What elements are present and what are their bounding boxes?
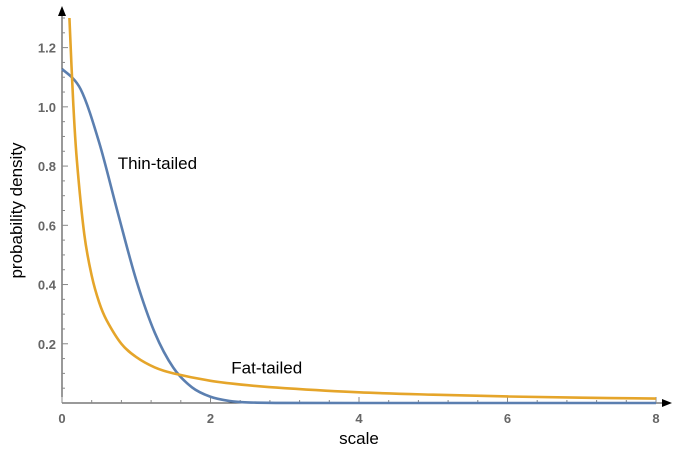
x-tick-label: 4 [355, 411, 363, 426]
x-axis-title: scale [339, 429, 379, 448]
x-tick-label: 8 [652, 411, 659, 426]
y-tick-label: 1.0 [38, 100, 56, 115]
thin-tailed-label: Thin-tailed [118, 154, 197, 173]
y-axis-title: probability density [7, 142, 26, 279]
x-tick-label: 2 [207, 411, 214, 426]
x-tick-label: 0 [58, 411, 65, 426]
y-tick-label: 0.2 [38, 337, 56, 352]
series-layer [61, 17, 657, 405]
thin-tailed-series-line [61, 67, 656, 405]
fat-tailed-label: Fat-tailed [231, 358, 302, 377]
annotations: Thin-tailed Fat-tailed [118, 154, 302, 377]
x-axis-arrowhead [662, 399, 672, 407]
x-ticks: 0 2 4 6 8 [58, 397, 660, 426]
y-tick-label: 0.8 [38, 159, 56, 174]
fat-tailed-series-line [68, 17, 657, 400]
y-tick-label: 0.6 [38, 218, 56, 233]
y-tick-label: 1.2 [38, 41, 56, 56]
y-axis-arrowhead [58, 6, 66, 16]
x-tick-label: 6 [504, 411, 511, 426]
y-tick-label: 0.4 [38, 278, 57, 293]
y-ticks: 0.2 0.4 0.6 0.8 1.0 1.2 [38, 17, 68, 389]
axes [58, 6, 672, 407]
